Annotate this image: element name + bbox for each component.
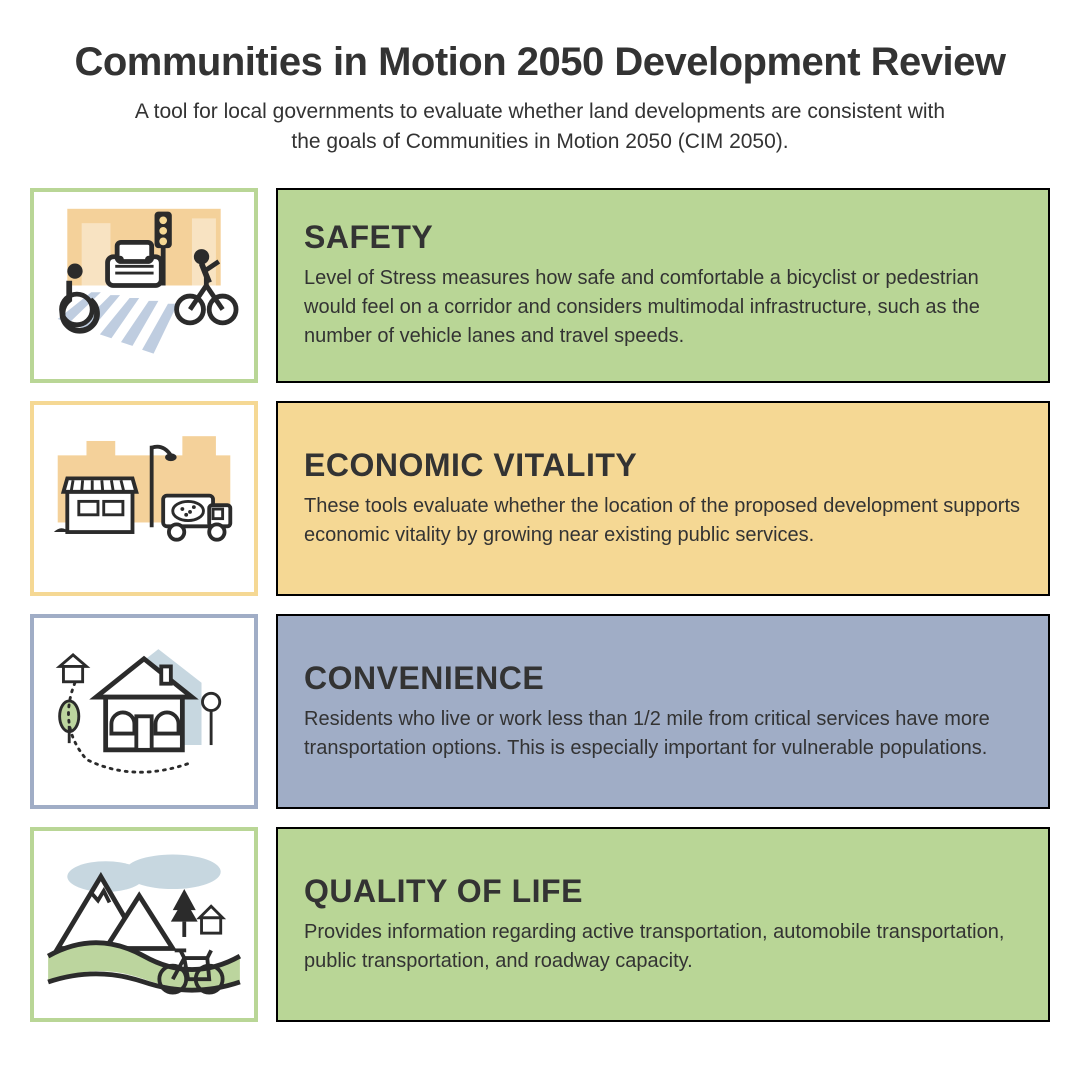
row-economic: ECONOMIC VITALITY These tools evaluate w… <box>30 401 1050 596</box>
row-safety: SAFETY Level of Stress measures how safe… <box>30 188 1050 383</box>
row-body-convenience: Residents who live or work less than 1/2… <box>304 705 1022 763</box>
row-body-safety: Level of Stress measures how safe and co… <box>304 264 1022 351</box>
page-subtitle: A tool for local governments to evaluate… <box>130 97 950 158</box>
row-title-quality: QUALITY OF LIFE <box>304 873 1022 910</box>
storefront-truck-icon <box>30 401 258 596</box>
house-neighborhood-icon <box>30 614 258 809</box>
row-title-economic: ECONOMIC VITALITY <box>304 447 1022 484</box>
row-body-economic: These tools evaluate whether the locatio… <box>304 492 1022 550</box>
page-title: Communities in Motion 2050 Development R… <box>30 40 1050 85</box>
row-quality: QUALITY OF LIFE Provides information reg… <box>30 827 1050 1022</box>
text-box-convenience: CONVENIENCE Residents who live or work l… <box>276 614 1050 809</box>
row-body-quality: Provides information regarding active tr… <box>304 918 1022 976</box>
text-box-economic: ECONOMIC VITALITY These tools evaluate w… <box>276 401 1050 596</box>
category-rows: SAFETY Level of Stress measures how safe… <box>30 188 1050 1022</box>
street-crossing-icon <box>30 188 258 383</box>
text-box-quality: QUALITY OF LIFE Provides information reg… <box>276 827 1050 1022</box>
page-header: Communities in Motion 2050 Development R… <box>30 40 1050 158</box>
row-title-convenience: CONVENIENCE <box>304 660 1022 697</box>
text-box-safety: SAFETY Level of Stress measures how safe… <box>276 188 1050 383</box>
mountain-bike-icon <box>30 827 258 1022</box>
row-title-safety: SAFETY <box>304 219 1022 256</box>
row-convenience: CONVENIENCE Residents who live or work l… <box>30 614 1050 809</box>
